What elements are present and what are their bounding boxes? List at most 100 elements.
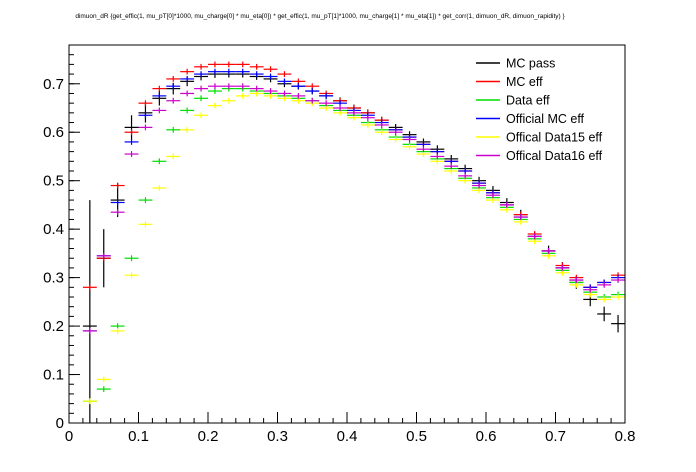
data-point — [221, 83, 236, 90]
legend-entry: Offical Data16 eff — [476, 149, 603, 163]
data-point — [402, 143, 417, 150]
data-point — [138, 112, 153, 119]
data-point — [430, 153, 445, 160]
data-point — [138, 124, 153, 131]
data-point — [221, 97, 236, 104]
data-point — [430, 148, 445, 155]
data-point — [235, 92, 250, 99]
legend-label: Official MC eff — [506, 112, 585, 126]
legend-label: Offical Data16 eff — [506, 149, 603, 163]
data-point — [221, 61, 236, 68]
x-tick-label: 0.1 — [128, 428, 149, 445]
x-tick-label: 0.3 — [267, 428, 288, 445]
data-point — [124, 255, 139, 262]
data-point — [180, 76, 195, 82]
data-point — [152, 107, 167, 114]
y-tick-label: 0.7 — [43, 76, 64, 93]
data-point — [416, 146, 431, 153]
legend-label: MC eff — [506, 75, 543, 89]
data-point — [96, 386, 111, 392]
data-point — [305, 97, 320, 104]
data-point — [180, 107, 195, 114]
legend-entry: Official MC eff — [476, 112, 585, 126]
data-point — [110, 199, 125, 206]
data-point — [110, 209, 125, 216]
data-point — [166, 97, 181, 104]
data-point — [611, 294, 625, 300]
data-point — [597, 296, 612, 303]
data-point — [569, 277, 584, 283]
data-point — [166, 126, 181, 133]
x-tick-label: 0.2 — [198, 428, 219, 445]
data-point — [152, 85, 167, 92]
data-series-group — [82, 61, 625, 423]
data-point — [347, 109, 361, 116]
data-point — [194, 71, 208, 77]
y-tick-label: 0.2 — [43, 318, 64, 335]
data-point — [277, 71, 292, 77]
data-point — [249, 85, 264, 92]
x-tick-label: 0.6 — [476, 428, 497, 445]
data-point — [194, 63, 208, 70]
data-point — [263, 66, 278, 73]
data-point — [249, 63, 264, 70]
data-point — [194, 95, 208, 102]
data-point — [82, 398, 97, 405]
y-tick-label: 0.6 — [43, 124, 64, 141]
data-point — [555, 265, 570, 271]
y-tick-label: 0.4 — [43, 221, 64, 238]
legend-label: MC pass — [506, 57, 555, 71]
data-point — [374, 122, 389, 128]
data-point — [597, 306, 612, 322]
x-tick-label: 0.5 — [406, 428, 427, 445]
data-point — [319, 92, 334, 99]
data-point — [263, 73, 278, 80]
data-point — [235, 83, 250, 90]
data-point — [138, 197, 153, 203]
axes-group: 0 0.1 0.2 0.3 0.4 0.5 0.6 0.7 0.8 0 0.1 0.2 0.3 0.4 0.… — [43, 44, 635, 445]
data-point — [277, 90, 292, 97]
data-point — [527, 233, 542, 240]
data-point — [360, 114, 375, 121]
x-tick-label: 0.7 — [545, 428, 566, 445]
y-tick-label: 0.1 — [43, 367, 64, 384]
data-point — [388, 136, 403, 143]
data-point — [124, 151, 139, 157]
data-point — [82, 284, 97, 291]
data-point — [458, 172, 473, 179]
legend-label: Data eff — [506, 94, 550, 108]
data-point — [541, 248, 556, 254]
x-tick-label: 0 — [65, 428, 73, 445]
data-point — [221, 68, 236, 75]
y-tick-label: 0.5 — [43, 173, 64, 190]
data-point — [305, 88, 320, 94]
data-point — [360, 122, 375, 128]
series-5 — [82, 83, 625, 334]
data-point — [166, 83, 181, 90]
data-point — [513, 214, 528, 220]
data-point — [319, 100, 334, 107]
x-tick-label: 0.4 — [337, 428, 358, 445]
data-point — [513, 218, 528, 225]
data-point — [180, 68, 195, 75]
data-point — [235, 68, 250, 75]
legend-entry: MC pass — [476, 57, 555, 71]
y-tick-label: 0.3 — [43, 270, 64, 287]
data-point — [291, 83, 306, 90]
data-point — [138, 221, 153, 228]
data-point — [208, 102, 222, 109]
y-tick-label: 0 — [56, 415, 64, 432]
series-4 — [82, 90, 625, 405]
data-point — [416, 141, 431, 148]
data-point — [249, 71, 264, 77]
data-point — [194, 85, 208, 92]
data-point — [96, 376, 111, 383]
legend: MC pass MC eff Data eff Official MC eff Offi… — [476, 57, 603, 163]
data-point — [235, 61, 250, 68]
legend-label: Offical Data15 eff — [506, 131, 603, 145]
data-point — [180, 90, 195, 97]
data-point — [138, 100, 153, 107]
legend-entry: Data eff — [476, 94, 550, 108]
